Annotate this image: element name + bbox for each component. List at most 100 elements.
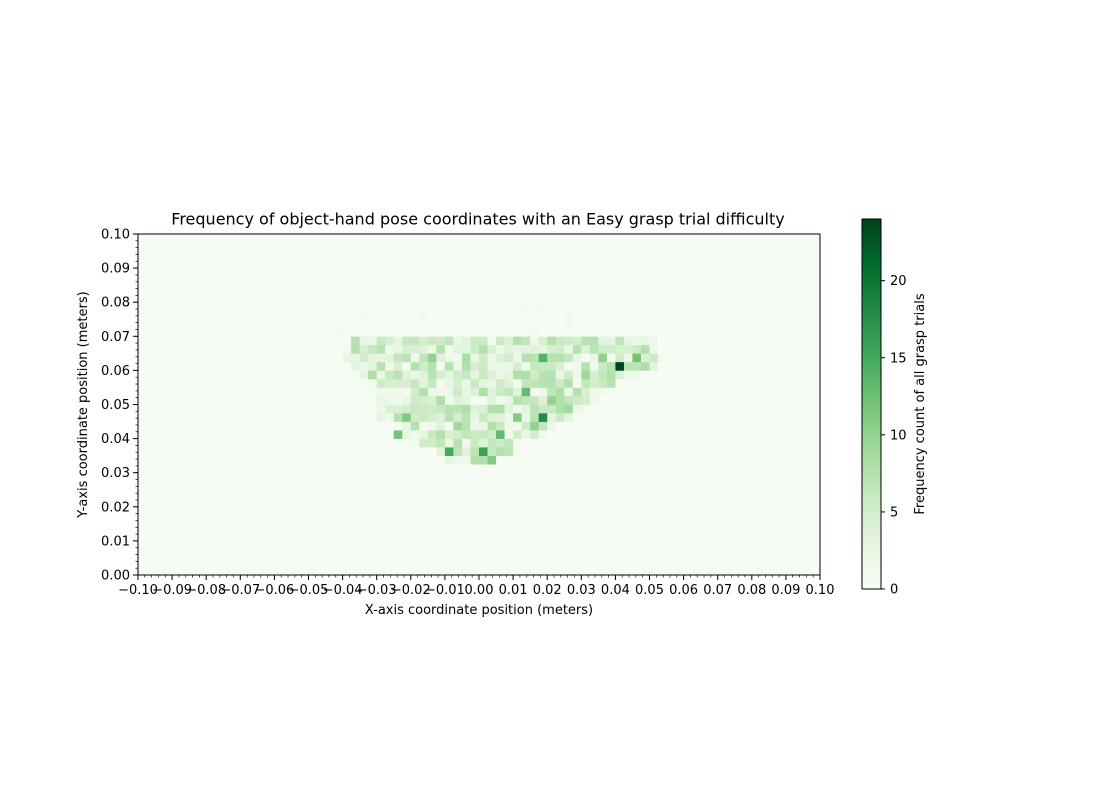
heatmap-cell [223,285,233,294]
heatmap-cell [802,404,812,414]
heatmap-cell [189,566,198,576]
heatmap-cell [785,549,795,559]
heatmap-cell [649,540,659,550]
heatmap-cell [726,344,736,354]
heatmap-cell [436,472,446,482]
heatmap-cell [487,234,497,243]
heatmap-cell [700,387,710,397]
heatmap-cell [393,310,403,320]
heatmap-cell [785,276,795,286]
heatmap-cell [206,549,216,559]
heatmap-cell [376,234,386,243]
heatmap-cell [393,430,403,439]
heatmap-cell [504,285,514,294]
heatmap-cell [683,447,693,456]
heatmap-cell [308,515,318,525]
heatmap-cell [180,540,190,550]
heatmap-cell [274,319,284,329]
heatmap-cell [785,447,795,456]
heatmap-cell [402,540,412,550]
heatmap-cell [308,259,318,269]
heatmap-cell [777,481,787,491]
heatmap-cell [555,489,565,499]
heatmap-cell [461,310,471,320]
heatmap-cell [393,251,403,260]
colorbar-label: Frequency count of all grasp trials [913,293,928,514]
heatmap-cell [257,447,267,456]
heatmap-cell [197,498,207,508]
heatmap-cell [547,464,557,473]
heatmap-cell [282,404,292,414]
heatmap-cell [291,523,301,533]
heatmap-cell [589,472,599,482]
heatmap-cell [768,378,778,388]
heatmap-cell [206,234,216,243]
heatmap-cell [206,242,216,252]
heatmap-cell [743,336,753,346]
heatmap-cell [325,268,335,277]
heatmap-cell [675,370,684,380]
heatmap-cell [231,498,241,508]
heatmap-cell [530,370,539,380]
heatmap-cell [376,310,386,320]
heatmap-cell [658,455,667,465]
y-tick-label: 0.10 [101,228,130,243]
heatmap-cell [419,378,429,388]
heatmap-cell [368,498,378,508]
heatmap-cell [240,370,250,380]
heatmap-cell [240,549,250,559]
heatmap-cell [615,540,625,550]
heatmap-cell [547,327,557,337]
heatmap-cell [257,242,267,252]
heatmap-cell [717,498,727,508]
heatmap-cell [282,378,292,388]
heatmap-cell [658,413,667,422]
heatmap-cell [223,438,233,448]
heatmap-cell [334,361,343,371]
heatmap-cell [547,387,557,397]
heatmap-cell [700,242,710,252]
heatmap-cell [231,285,241,294]
heatmap-cell [214,523,224,533]
heatmap-cell [240,498,250,508]
heatmap-cell [530,361,539,371]
heatmap-cell [257,489,267,499]
heatmap-cell [223,557,233,567]
heatmap-cell [768,302,778,312]
heatmap-cell [163,395,173,405]
heatmap-cell [282,515,292,525]
heatmap-cell [308,498,318,508]
heatmap-cell [146,319,156,329]
heatmap-cell [606,319,616,329]
heatmap-cell [444,344,454,354]
heatmap-cell [325,472,335,482]
heatmap-cell [598,378,608,388]
heatmap-cell [282,523,292,533]
heatmap-cell [282,413,292,422]
heatmap-cell [189,378,198,388]
heatmap-cell [351,430,360,439]
heatmap-cell [513,276,522,286]
heatmap-cell [632,395,642,405]
heatmap-cell [504,276,514,286]
heatmap-cell [146,549,156,559]
heatmap-cell [436,515,446,525]
heatmap-cell [649,566,659,576]
heatmap-cell [197,566,207,576]
heatmap-cell [180,472,190,482]
heatmap-cell [811,438,821,448]
heatmap-cell [180,361,190,371]
heatmap-cell [794,302,804,312]
heatmap-cell [709,498,718,508]
heatmap-cell [785,310,795,320]
heatmap-cell [589,361,599,371]
heatmap-cell [675,549,684,559]
heatmap-cell [811,234,821,243]
heatmap-cell [632,498,642,508]
heatmap-cell [427,523,437,533]
heatmap-cell [513,327,522,337]
heatmap-cell [768,557,778,567]
heatmap-cell [811,472,821,482]
heatmap-cell [649,378,659,388]
heatmap-cell [734,234,744,243]
